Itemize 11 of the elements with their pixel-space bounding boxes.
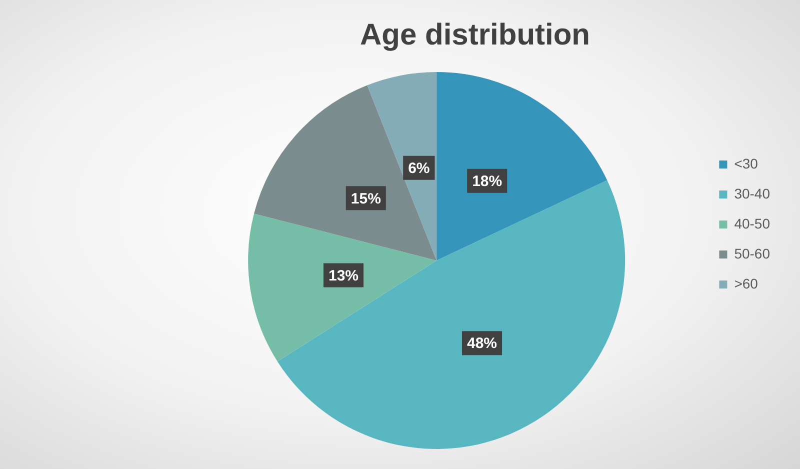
data-label: 6% bbox=[408, 160, 430, 178]
legend-label: >60 bbox=[734, 275, 758, 292]
legend-label: 40-50 bbox=[734, 215, 770, 232]
data-label: 48% bbox=[466, 335, 498, 352]
legend-label: 30-40 bbox=[734, 185, 770, 202]
data-label: 13% bbox=[328, 267, 359, 284]
chart-title: Age distribution bbox=[360, 18, 590, 52]
legend-label: <30 bbox=[734, 155, 758, 172]
legend-label: 50-60 bbox=[734, 245, 770, 262]
data-label: 15% bbox=[350, 190, 381, 208]
data-label: 18% bbox=[472, 173, 502, 190]
